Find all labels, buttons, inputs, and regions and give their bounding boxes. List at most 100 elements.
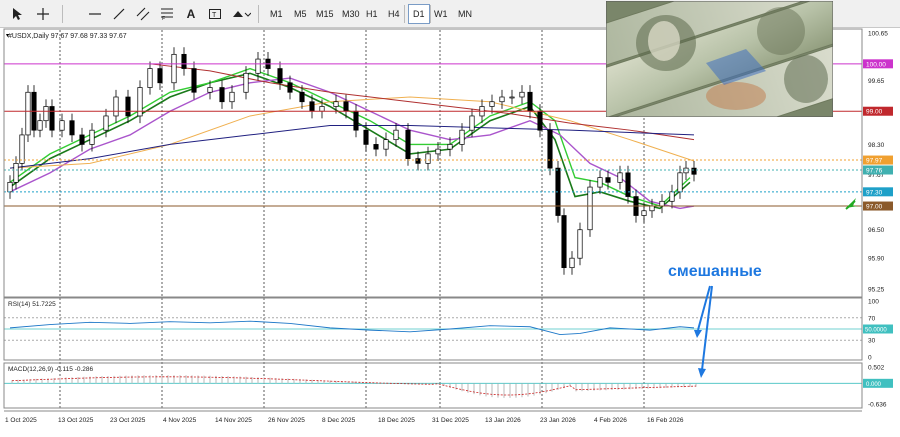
timeframe-m1[interactable]: M1 xyxy=(270,9,283,19)
toolbar-separator xyxy=(258,5,259,23)
candle[interactable] xyxy=(469,115,475,131)
candle[interactable] xyxy=(59,120,65,131)
rsi-line xyxy=(9,320,695,336)
annotation-text: смешанные xyxy=(668,263,762,280)
timeframe-mn[interactable]: MN xyxy=(458,9,472,19)
time-axis-label: 4 Nov 2025 xyxy=(163,417,197,424)
candle[interactable] xyxy=(89,129,95,145)
cursor-icon[interactable] xyxy=(6,4,28,24)
candle[interactable] xyxy=(113,96,119,117)
candle[interactable] xyxy=(171,53,177,84)
candle[interactable] xyxy=(537,110,543,131)
candle[interactable] xyxy=(569,257,575,269)
candle[interactable] xyxy=(509,96,515,99)
candle[interactable] xyxy=(547,129,553,169)
svg-text:F: F xyxy=(162,16,165,21)
candle[interactable] xyxy=(383,139,389,150)
candle[interactable] xyxy=(137,87,143,117)
equidistant-channel-icon[interactable] xyxy=(132,4,154,24)
candle[interactable] xyxy=(519,91,525,98)
trendline-icon[interactable] xyxy=(108,4,130,24)
candle[interactable] xyxy=(641,210,647,216)
candle[interactable] xyxy=(405,129,411,159)
candle[interactable] xyxy=(577,229,583,259)
candle[interactable] xyxy=(157,68,163,84)
candle[interactable] xyxy=(69,120,75,136)
fibonacci-icon[interactable]: F xyxy=(156,4,178,24)
ma-red-line xyxy=(149,63,695,141)
candle[interactable] xyxy=(373,144,379,150)
candle[interactable] xyxy=(447,144,453,150)
candle[interactable] xyxy=(299,91,305,103)
candle[interactable] xyxy=(393,129,399,141)
candle[interactable] xyxy=(649,205,655,212)
candle[interactable] xyxy=(243,72,249,93)
candle[interactable] xyxy=(219,87,225,103)
candle[interactable] xyxy=(147,68,153,88)
candle[interactable] xyxy=(277,68,283,84)
rsi-scale-label: 70 xyxy=(868,315,876,322)
candle[interactable] xyxy=(587,186,593,231)
candle[interactable] xyxy=(605,177,611,183)
candle[interactable] xyxy=(13,163,19,183)
candle[interactable] xyxy=(49,106,55,131)
candle[interactable] xyxy=(415,158,421,164)
candle[interactable] xyxy=(25,91,31,136)
expand-triangle-icon[interactable] xyxy=(6,34,9,37)
timeframe-h1[interactable]: H1 xyxy=(366,9,378,19)
timeframe-m5[interactable]: M5 xyxy=(294,9,307,19)
time-axis-label: 1 Oct 2025 xyxy=(5,417,37,424)
candle[interactable] xyxy=(489,101,495,107)
candle[interactable] xyxy=(7,181,13,193)
candle[interactable] xyxy=(319,106,325,112)
candle[interactable] xyxy=(677,172,683,193)
time-axis-label: 4 Feb 2026 xyxy=(594,417,627,424)
candle[interactable] xyxy=(625,172,631,197)
timeframe-m15[interactable]: M15 xyxy=(316,9,334,19)
candle[interactable] xyxy=(287,82,293,93)
candle[interactable] xyxy=(659,200,665,207)
ma-orange-line xyxy=(9,96,695,169)
candle[interactable] xyxy=(79,134,85,145)
candle[interactable] xyxy=(207,87,213,93)
timeframe-d1[interactable]: D1 xyxy=(408,4,430,24)
candle[interactable] xyxy=(425,153,431,164)
candle[interactable] xyxy=(343,101,349,112)
rsi-scale-label: 100 xyxy=(868,299,879,306)
horizontal-line-icon[interactable] xyxy=(84,4,106,24)
candle[interactable] xyxy=(19,134,25,164)
candle[interactable] xyxy=(229,91,235,103)
candle[interactable] xyxy=(459,129,465,145)
toolbar-separator xyxy=(404,5,405,23)
candle[interactable] xyxy=(37,120,43,131)
candle[interactable] xyxy=(597,177,603,188)
timeframe-m30[interactable]: M30 xyxy=(342,9,360,19)
text-icon[interactable]: A xyxy=(186,7,196,21)
candle[interactable] xyxy=(527,91,533,112)
candle[interactable] xyxy=(561,215,567,269)
candle[interactable] xyxy=(363,129,369,145)
candle[interactable] xyxy=(617,172,623,183)
crosshair-icon[interactable] xyxy=(32,4,54,24)
candle[interactable] xyxy=(103,115,109,131)
candle[interactable] xyxy=(333,101,339,107)
candle[interactable] xyxy=(435,148,441,155)
candle[interactable] xyxy=(43,106,49,122)
candle[interactable] xyxy=(669,191,675,202)
timeframe-w1[interactable]: W1 xyxy=(434,9,448,19)
price-tag: 99.00 xyxy=(866,109,883,116)
timeframe-h4[interactable]: H4 xyxy=(388,9,400,19)
time-axis-label: 23 Jan 2026 xyxy=(540,417,576,424)
candle[interactable] xyxy=(255,58,261,74)
text-label-icon[interactable]: T xyxy=(204,4,226,24)
candle[interactable] xyxy=(309,101,315,112)
candle[interactable] xyxy=(499,96,505,103)
candle[interactable] xyxy=(191,68,197,93)
rsi-scale-label: 30 xyxy=(868,338,876,345)
candle[interactable] xyxy=(181,53,187,69)
candle[interactable] xyxy=(125,96,131,117)
price-tag: 97.76 xyxy=(866,168,883,175)
candle[interactable] xyxy=(691,167,697,175)
candle[interactable] xyxy=(353,110,359,131)
shapes-icon[interactable] xyxy=(228,4,254,24)
